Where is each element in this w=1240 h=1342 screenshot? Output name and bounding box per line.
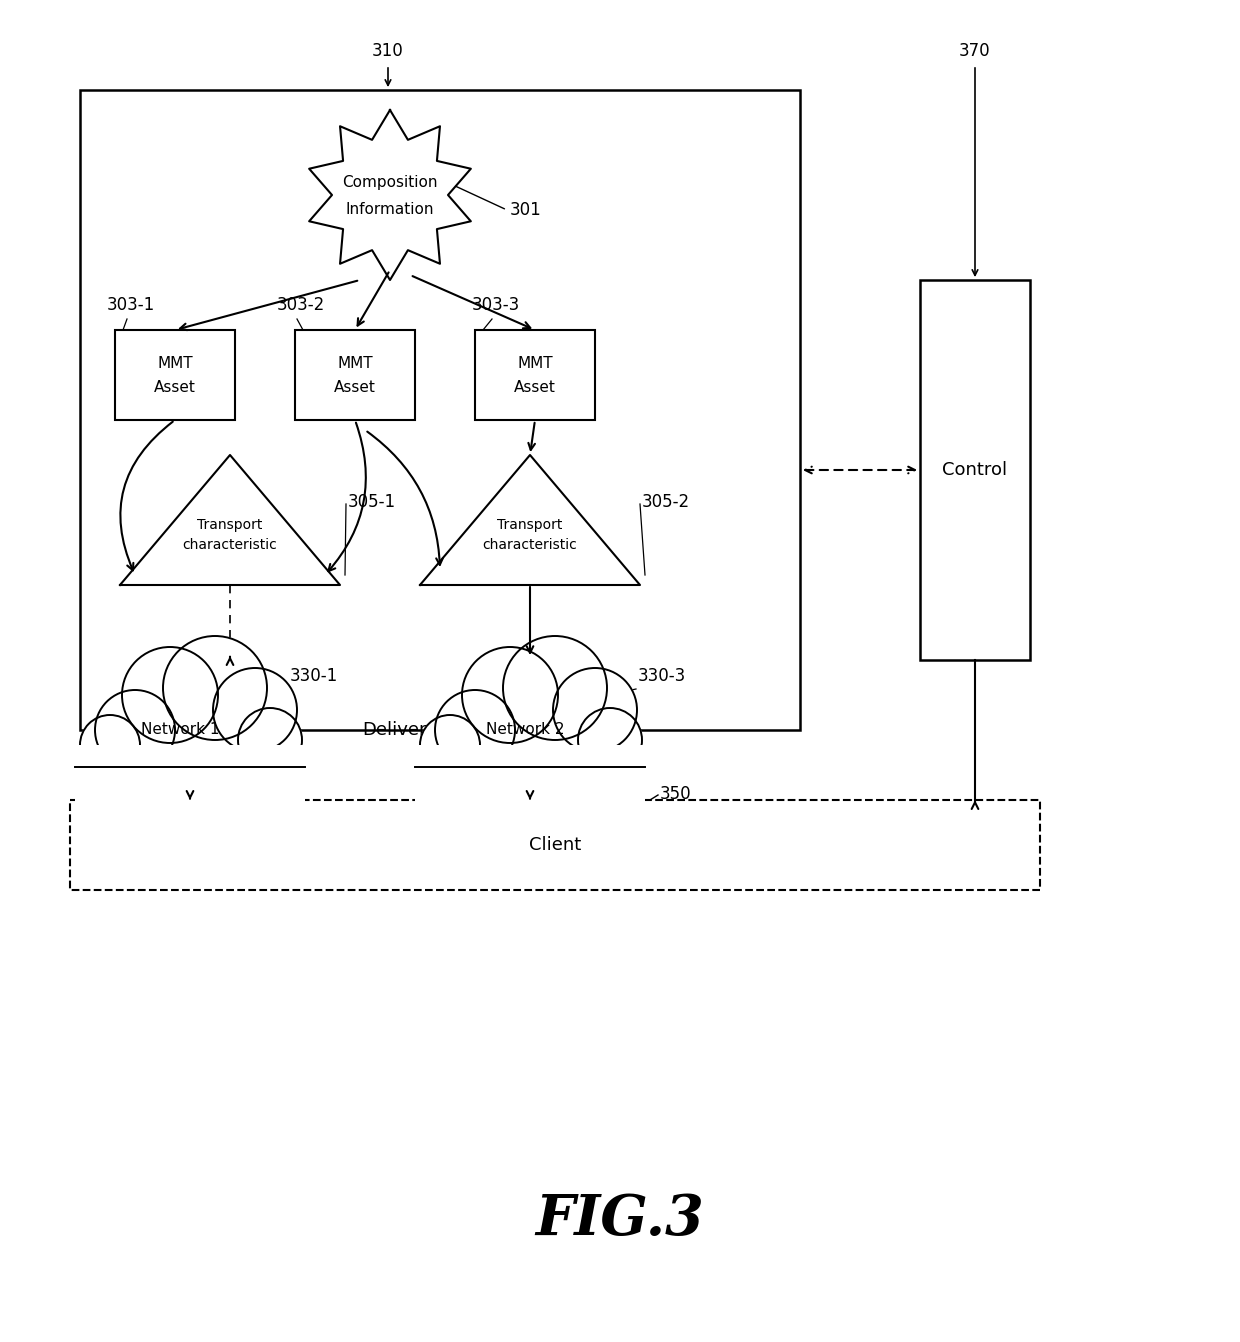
Text: 330-3: 330-3 [639, 667, 686, 684]
Bar [475, 330, 595, 420]
Text: MMT: MMT [517, 356, 553, 370]
Circle shape [122, 647, 218, 743]
Text: Information: Information [346, 201, 434, 216]
Circle shape [503, 636, 608, 739]
Text: 305-1: 305-1 [348, 493, 396, 511]
Text: Control: Control [942, 462, 1008, 479]
Text: 301: 301 [510, 201, 542, 219]
Text: Asset: Asset [515, 380, 556, 395]
Text: Delivery: Delivery [362, 721, 438, 739]
Circle shape [420, 715, 480, 774]
Text: characteristic: characteristic [182, 538, 278, 552]
Circle shape [213, 668, 298, 752]
Circle shape [463, 647, 558, 743]
Circle shape [435, 690, 515, 770]
Circle shape [238, 709, 303, 772]
Bar [69, 800, 1040, 890]
Circle shape [553, 668, 637, 752]
Text: 370: 370 [960, 42, 991, 60]
Text: characteristic: characteristic [482, 538, 578, 552]
Text: 310: 310 [372, 42, 404, 60]
Text: 305-2: 305-2 [642, 493, 691, 511]
Text: MMT: MMT [337, 356, 373, 370]
Bar [81, 90, 800, 730]
Circle shape [578, 709, 642, 772]
Text: FIG.3: FIG.3 [536, 1193, 704, 1248]
Circle shape [81, 715, 140, 774]
Text: Network 2: Network 2 [486, 722, 564, 738]
Bar [115, 330, 236, 420]
Text: 330-1: 330-1 [290, 667, 339, 684]
Text: Transport: Transport [197, 518, 263, 531]
Bar [295, 330, 415, 420]
Text: Asset: Asset [154, 380, 196, 395]
Text: 303-3: 303-3 [472, 297, 521, 314]
Circle shape [162, 636, 267, 739]
Text: 303-1: 303-1 [107, 297, 155, 314]
Text: Asset: Asset [334, 380, 376, 395]
Bar [415, 745, 645, 805]
Text: Composition: Composition [342, 176, 438, 191]
Bar [74, 745, 305, 805]
Text: Client: Client [529, 836, 582, 854]
Text: 303-2: 303-2 [277, 297, 325, 314]
Text: Transport: Transport [497, 518, 563, 531]
Text: MMT: MMT [157, 356, 192, 370]
Text: Network 1: Network 1 [141, 722, 219, 738]
Text: 350: 350 [660, 785, 692, 803]
Bar [920, 280, 1030, 660]
Circle shape [95, 690, 175, 770]
